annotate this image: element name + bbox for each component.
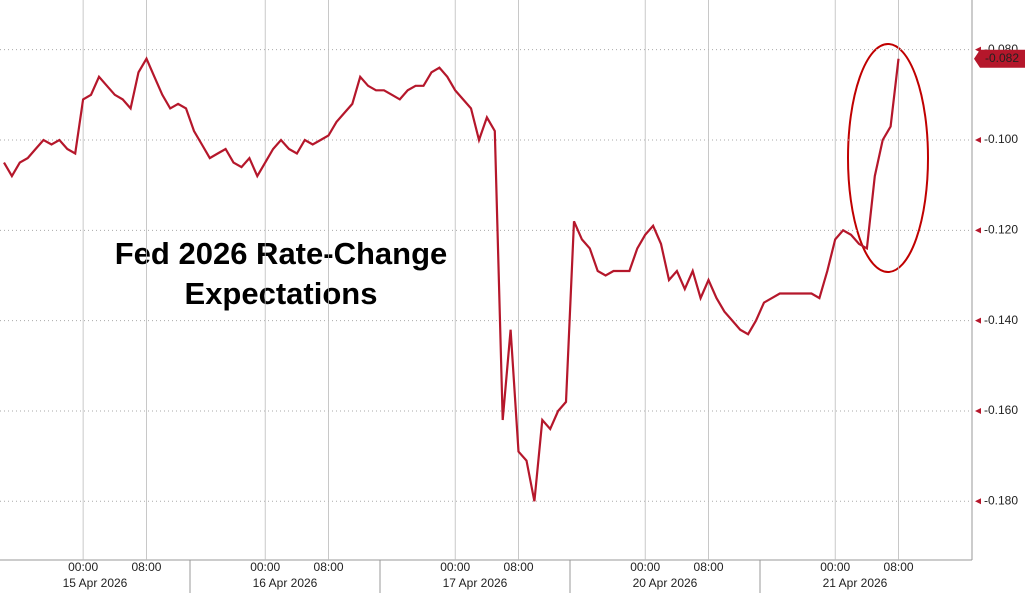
line <box>3 56 900 502</box>
y-tick-label: -0.160 <box>984 403 1018 417</box>
x-date-label: 17 Apr 2026 <box>443 576 508 590</box>
x-date-label: 16 Apr 2026 <box>253 576 318 590</box>
x-tick-label: 08:00 <box>884 560 914 574</box>
y-tick-mark <box>975 227 981 234</box>
chart-title: Expectations <box>185 276 378 311</box>
y-tick-mark <box>975 407 981 414</box>
x-date-label: 21 Apr 2026 <box>823 576 888 590</box>
x-date-label: 20 Apr 2026 <box>633 576 698 590</box>
y-tick-mark <box>975 317 981 324</box>
x-tick-label: 00:00 <box>440 560 470 574</box>
highlight-ellipse <box>847 43 929 273</box>
x-tick-label: 00:00 <box>630 560 660 574</box>
x-tick-label: 08:00 <box>314 560 344 574</box>
x-tick-label: 00:00 <box>820 560 850 574</box>
last-value-label: -0.082 <box>985 51 1019 65</box>
y-tick-label: -0.120 <box>984 222 1018 236</box>
x-tick-label: 00:00 <box>250 560 280 574</box>
x-tick-label: 00:00 <box>68 560 98 574</box>
y-tick-mark <box>975 137 981 143</box>
x-tick-label: 08:00 <box>131 560 161 574</box>
y-tick-mark <box>975 498 981 505</box>
x-tick-label: 08:00 <box>504 560 534 574</box>
last-value-box <box>974 49 1025 68</box>
y-tick-label: -0.140 <box>984 313 1018 327</box>
y-tick-label: -0.100 <box>984 132 1018 146</box>
x-date-label: 15 Apr 2026 <box>63 576 128 590</box>
x-tick-label: 08:00 <box>694 560 724 574</box>
chart-title: Fed 2026 Rate-Change <box>115 236 448 271</box>
y-tick-label: -0.180 <box>984 493 1018 507</box>
